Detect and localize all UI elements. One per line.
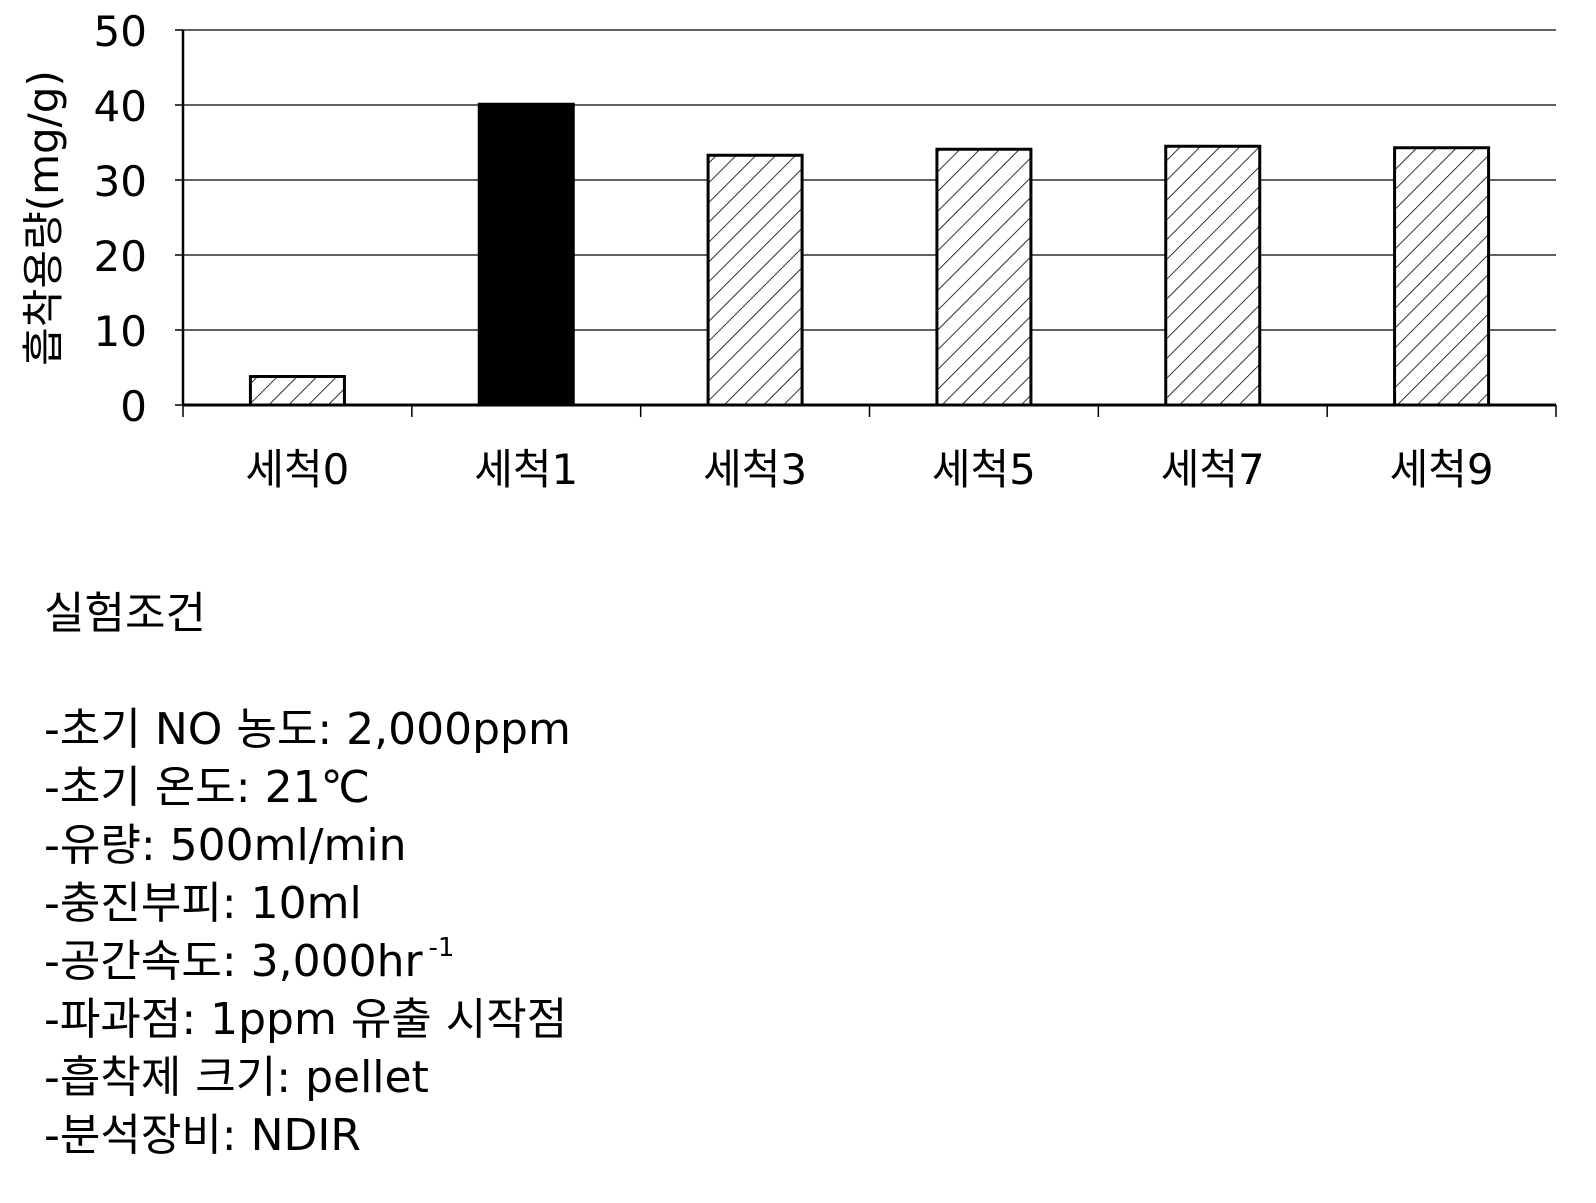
condition-item: -파과점: 1ppm 유출 시작점	[44, 991, 1444, 1049]
bar-chart: 0 10 20 30 40 50 세척0 세척1 세척3 세척5 세척7 세척9 흡착용량(mg/g…	[0, 0, 1596, 560]
x-tick-label: 세척0	[245, 445, 349, 494]
bar-세척0	[250, 377, 344, 406]
condition-item: -유량: 500ml/min	[44, 817, 1444, 875]
bar-세척7	[1166, 146, 1260, 405]
condition-text: -초기 NO 농도: 2,000ppm	[44, 704, 571, 755]
y-tick-label: 20	[94, 232, 147, 281]
x-tick-label: 세척9	[1390, 445, 1494, 494]
condition-item: -공간속도: 3,000hr-1	[44, 933, 1444, 991]
condition-text: -공간속도: 3,000hr	[44, 936, 423, 987]
condition-item: -충진부피: 10ml	[44, 875, 1444, 933]
y-tick-label: 10	[94, 307, 147, 356]
bar-세척5	[937, 149, 1031, 405]
y-tick-label: 50	[94, 7, 147, 56]
condition-text: -초기 온도: 21℃	[44, 762, 370, 813]
x-tick-label: 세척5	[932, 445, 1036, 494]
condition-item: -분석장비: NDIR	[44, 1107, 1444, 1165]
bar-세척1	[479, 104, 573, 405]
x-tick-label: 세척7	[1161, 445, 1265, 494]
y-axis-ticks: 0 10 20 30 40 50	[94, 7, 183, 431]
condition-item: -흡착제 크기: pellet	[44, 1049, 1444, 1107]
condition-text: -흡착제 크기: pellet	[44, 1052, 429, 1103]
condition-text: -유량: 500ml/min	[44, 820, 407, 871]
bar-세척9	[1395, 148, 1489, 405]
condition-superscript: -1	[429, 933, 455, 963]
conditions-title: 실험조건	[44, 585, 1444, 643]
condition-item: -초기 온도: 21℃	[44, 759, 1444, 817]
condition-text: -충진부피: 10ml	[44, 878, 362, 929]
condition-text: -분석장비: NDIR	[44, 1110, 361, 1161]
condition-item: -초기 NO 농도: 2,000ppm	[44, 701, 1444, 759]
y-tick-label: 0	[120, 382, 147, 431]
condition-text: -파과점: 1ppm 유출 시작점	[44, 994, 567, 1045]
bar-세척3	[708, 155, 802, 405]
y-axis-label: 흡착용량(mg/g)	[19, 70, 68, 366]
x-axis-labels: 세척0 세척1 세척3 세척5 세척7 세척9	[245, 445, 1493, 494]
gridlines	[183, 30, 1556, 330]
axes	[183, 30, 1556, 417]
x-tick-label: 세척1	[474, 445, 578, 494]
experiment-conditions: 실험조건 -초기 NO 농도: 2,000ppm -초기 온도: 21℃ -유량: …	[44, 585, 1444, 1165]
x-tick-label: 세척3	[703, 445, 807, 494]
y-tick-label: 30	[94, 157, 147, 206]
conditions-list: -초기 NO 농도: 2,000ppm -초기 온도: 21℃ -유량: 500ml…	[44, 701, 1444, 1165]
y-tick-label: 40	[94, 82, 147, 131]
